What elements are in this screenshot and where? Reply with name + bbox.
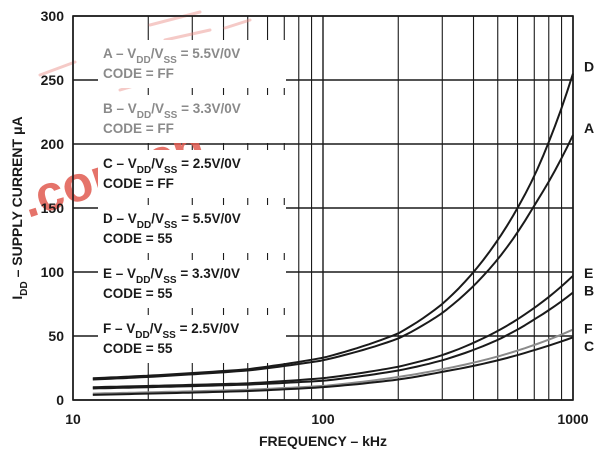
x-tick-label: 10 xyxy=(65,411,81,427)
series-label-a: A xyxy=(584,120,594,136)
curve-a xyxy=(92,134,574,381)
curve-d xyxy=(92,73,574,380)
legend-code-c: CODE = FF xyxy=(103,176,174,191)
curves xyxy=(92,73,574,396)
x-axis-title: FREQUENCY – kHz xyxy=(259,433,387,449)
legend-entry-bg xyxy=(98,40,286,88)
x-tick-label: 1000 xyxy=(557,411,588,427)
curve-c xyxy=(92,336,574,396)
y-tick-label: 100 xyxy=(41,264,65,280)
watermark-stroke xyxy=(223,18,252,30)
y-axis-title: IDD – SUPPLY CURRENT μA xyxy=(9,116,30,299)
legend-code-a: CODE = FF xyxy=(103,66,174,81)
legend-entry-f: F – VDD/VSS = 2.5V/0V xyxy=(103,321,239,341)
legend-entry-bg xyxy=(98,260,286,308)
legend-code-b: CODE = FF xyxy=(103,121,174,136)
curve-b xyxy=(92,291,574,390)
watermark-stroke xyxy=(148,10,202,27)
legend-entry-bg xyxy=(98,205,286,253)
series-label-c: C xyxy=(584,338,594,354)
legend-entry-bg xyxy=(98,315,286,363)
legend-entry-bg xyxy=(98,150,286,198)
y-tick-label: 0 xyxy=(56,392,64,408)
series-label-b: B xyxy=(584,282,594,298)
legend-entry-b: B – VDD/VSS = 3.3V/0V xyxy=(103,101,241,121)
curve-e xyxy=(92,275,574,389)
legend-entry-bg xyxy=(98,95,286,143)
x-tick-label: 100 xyxy=(311,411,335,427)
plot-frame xyxy=(72,15,574,401)
legend-entry-a: A – VDD/VSS = 5.5V/0V xyxy=(103,46,240,66)
series-label-e: E xyxy=(584,265,593,281)
legend-code-f: CODE = 55 xyxy=(103,341,173,356)
y-tick-label: 300 xyxy=(41,8,65,24)
legend-entry-c: C – VDD/VSS = 2.5V/0V xyxy=(103,156,241,176)
legend-code-d: CODE = 55 xyxy=(103,231,173,246)
y-tick-label: 250 xyxy=(41,72,65,88)
y-tick-label: 150 xyxy=(41,200,65,216)
series-labels: D A EB FC xyxy=(584,59,594,354)
y-tick-label: 200 xyxy=(41,136,65,152)
series-label-f: F xyxy=(584,321,593,337)
watermark-stroke xyxy=(38,60,77,77)
axes: 0 50 100 150 200 250 300 10 100 1000 FREQUENCY – k… xyxy=(9,8,589,449)
curve-f xyxy=(92,328,574,395)
legend-entry-e: E – VDD/VSS = 3.3V/0V xyxy=(103,266,240,286)
y-tick-label: 50 xyxy=(48,328,64,344)
series-label-d: D xyxy=(584,59,594,75)
legend-entry-d: D – VDD/VSS = 5.5V/0V xyxy=(103,211,241,231)
watermark-stroke xyxy=(163,28,212,42)
legend-code-e: CODE = 55 xyxy=(103,286,173,301)
